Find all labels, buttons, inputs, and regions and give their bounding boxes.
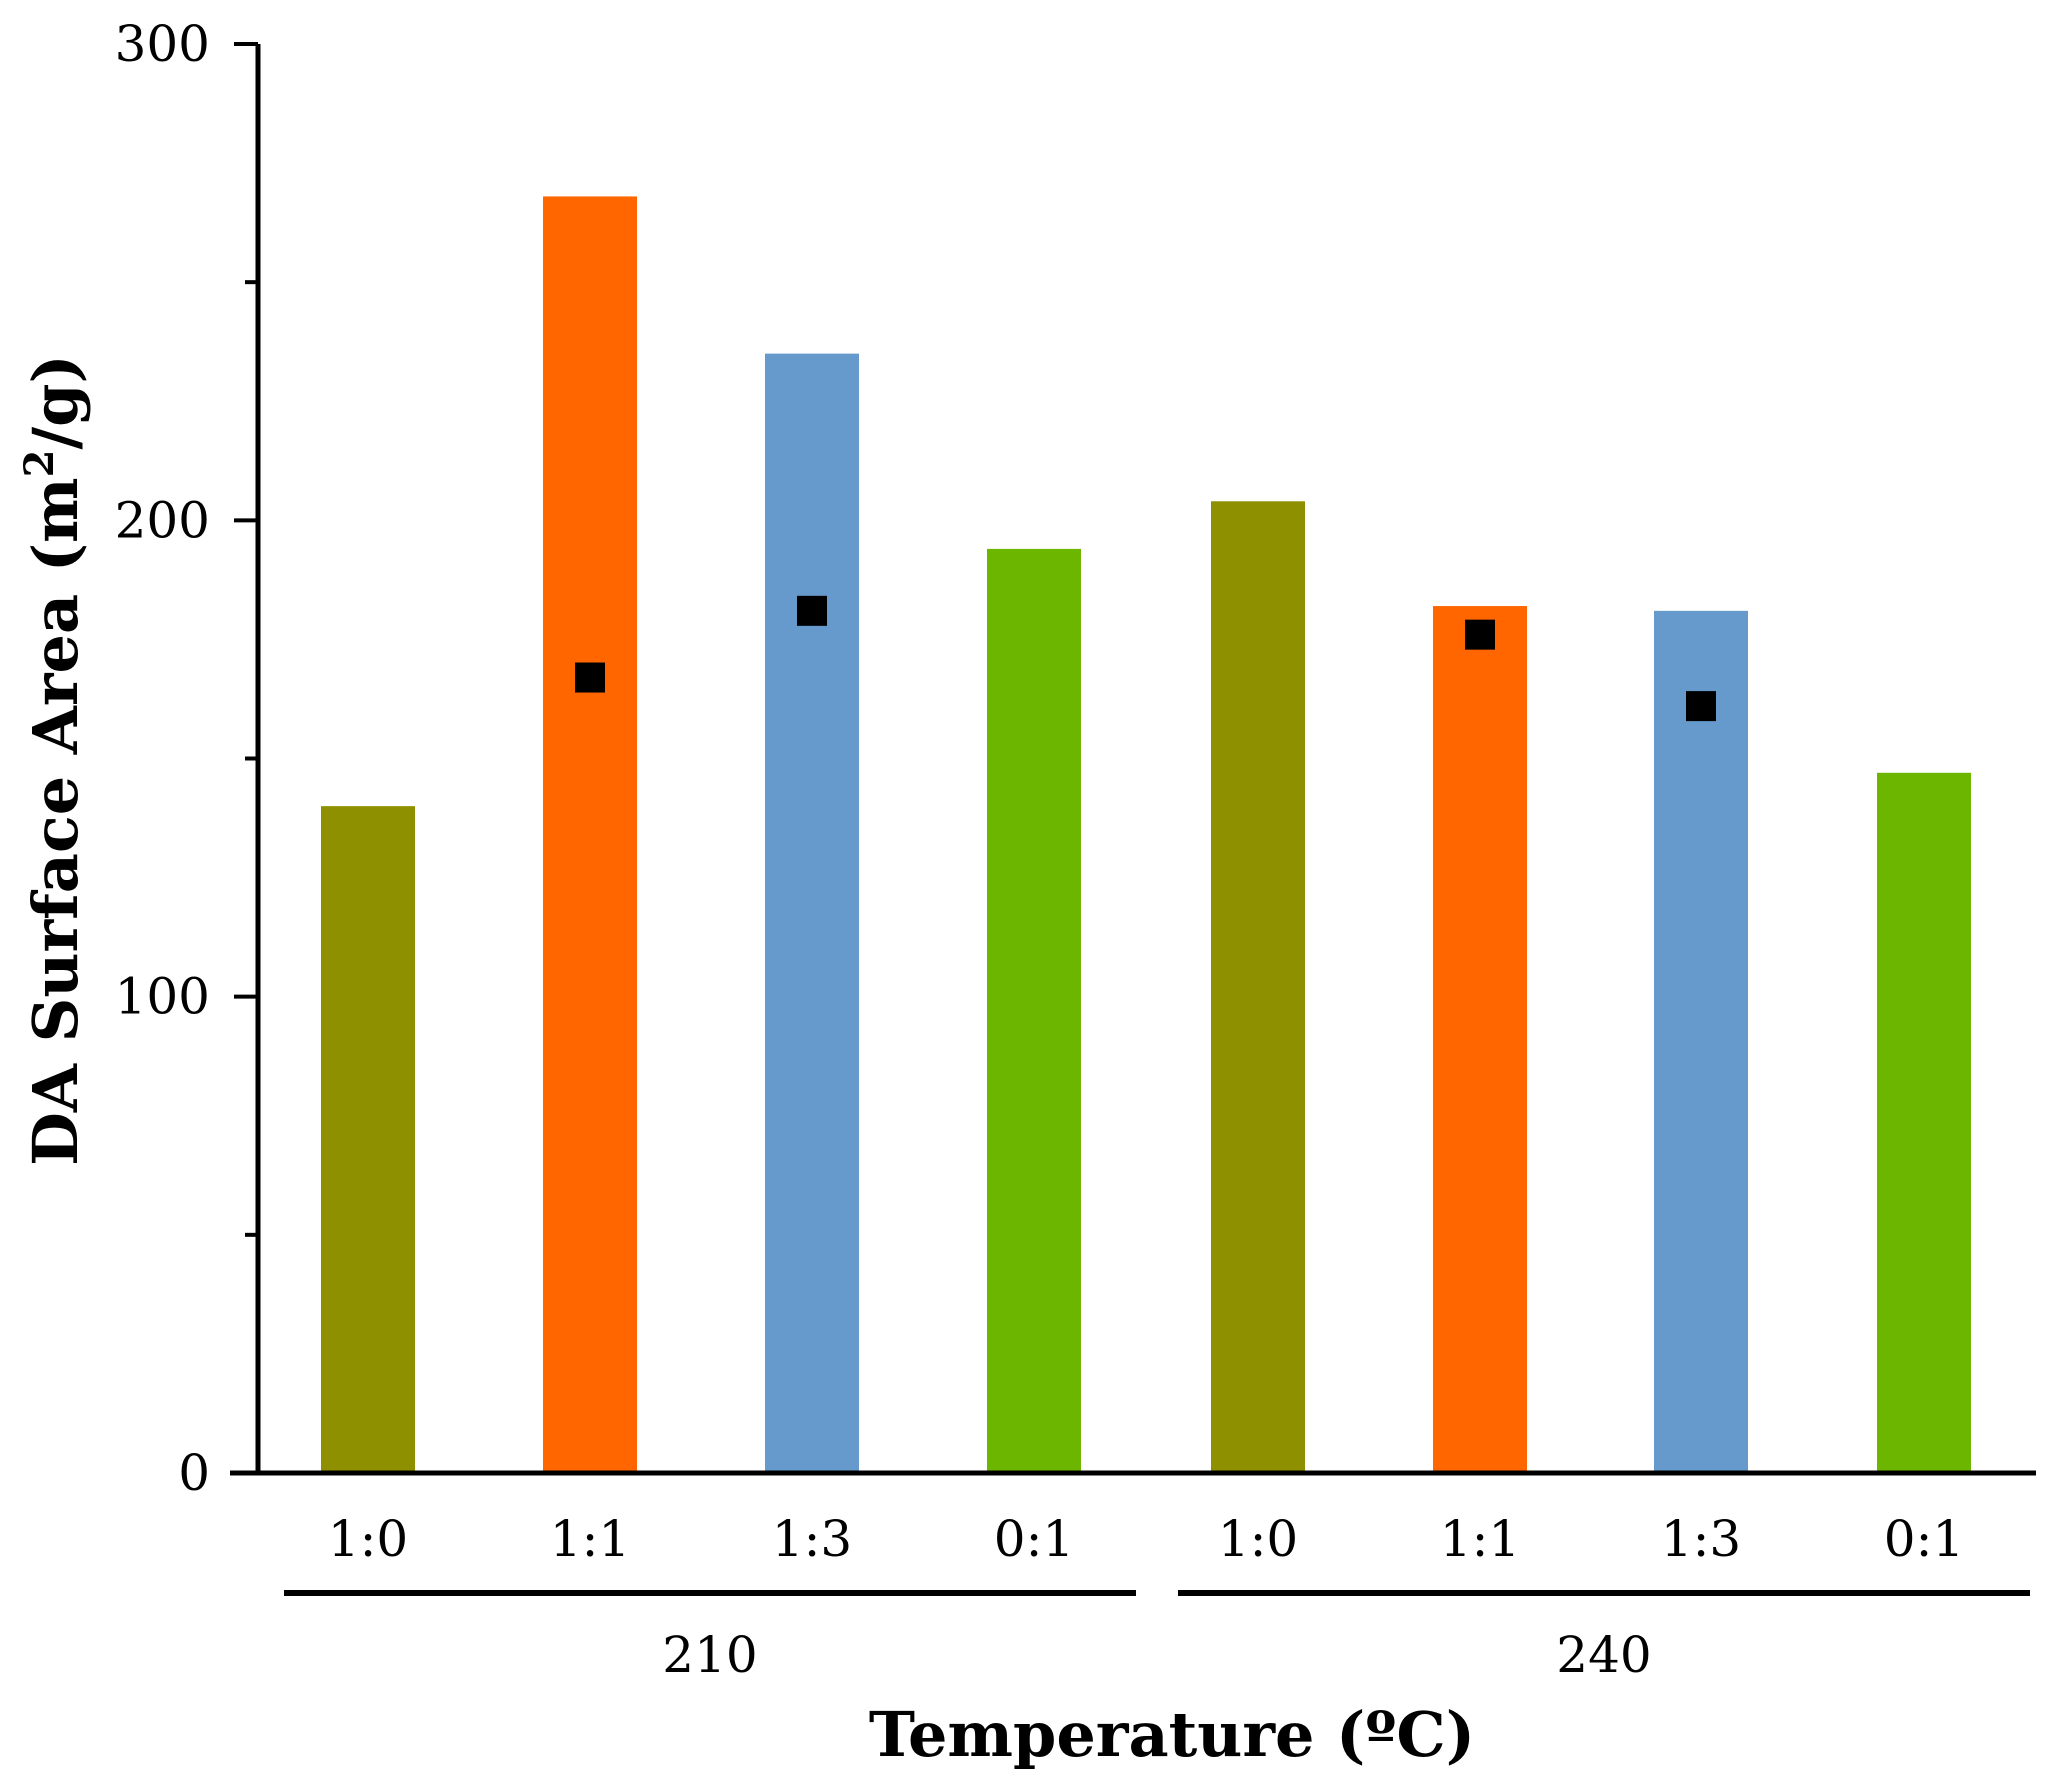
bar-2 [543, 196, 637, 1474]
marker-7 [1686, 691, 1716, 722]
bar-8 [1877, 772, 1971, 1473]
bar-5 [1211, 501, 1305, 1473]
y-tick-label-0: 0 [178, 1444, 210, 1502]
y-axis-title-sup: 2 [16, 449, 63, 477]
bar-7 [1654, 610, 1748, 1473]
bar-4 [987, 548, 1081, 1473]
y-tick-label-300: 300 [115, 15, 210, 73]
y-axis-title: DA Surface Area (m2/g) [16, 354, 92, 1166]
x-axis-title: Temperature (ºC) [869, 1698, 1475, 1771]
y-axis-title-suffix: /g) [19, 354, 92, 449]
x-category-label-6: 1:1 [1440, 1510, 1520, 1568]
x-category-label-2: 1:1 [550, 1510, 630, 1568]
group-label-210: 210 [662, 1626, 757, 1684]
x-category-label-4: 0:1 [994, 1510, 1074, 1568]
y-axis-title-prefix: DA Surface Area (m [19, 477, 92, 1166]
x-category-label-1: 1:0 [328, 1510, 408, 1568]
bars-layer [321, 196, 1971, 1474]
axes-layer [230, 44, 2036, 1476]
bar-3 [765, 353, 859, 1473]
group-label-240: 240 [1556, 1626, 1651, 1684]
marker-3 [797, 595, 827, 626]
x-category-label-5: 1:0 [1218, 1510, 1298, 1568]
y-ticks: 0 100 200 300 [115, 15, 258, 1502]
markers-layer [575, 595, 1716, 722]
x-category-label-3: 1:3 [772, 1510, 852, 1568]
marker-6 [1465, 619, 1495, 650]
x-category-label-8: 0:1 [1884, 1510, 1964, 1568]
x-category-label-7: 1:3 [1661, 1510, 1741, 1568]
x-group-labels: 210 240 [284, 1590, 2030, 1684]
bar-6 [1433, 606, 1527, 1473]
y-tick-label-200: 200 [115, 491, 210, 549]
marker-2 [575, 662, 605, 693]
x-category-labels: 1:0 1:1 1:3 0:1 1:0 1:1 1:3 0:1 [328, 1510, 1964, 1568]
y-tick-label-100: 100 [115, 968, 210, 1026]
bar-1 [321, 806, 415, 1473]
